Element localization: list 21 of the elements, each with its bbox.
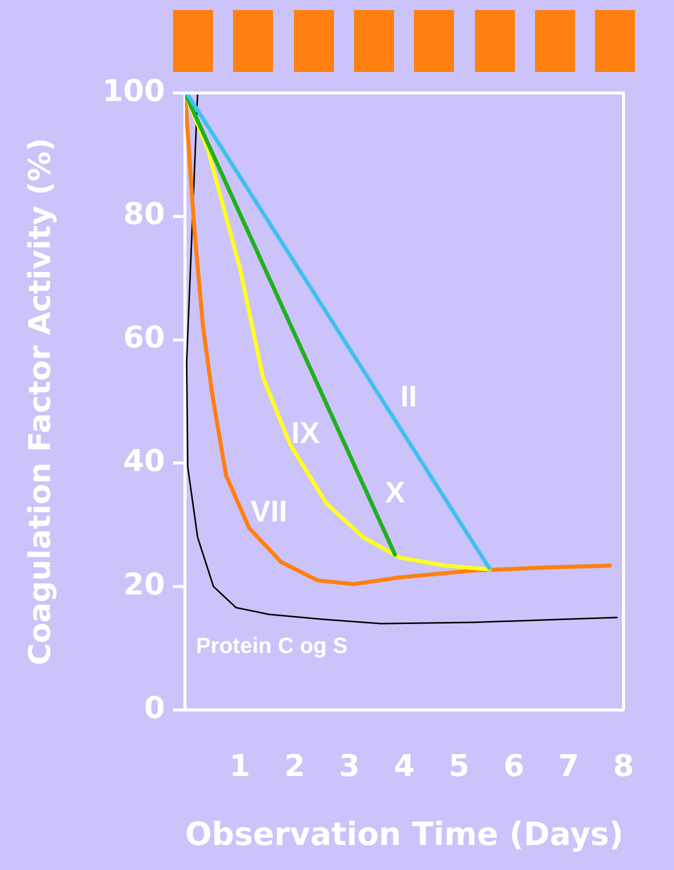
y-tick-label: 60 bbox=[123, 320, 165, 356]
y-tick-label: 0 bbox=[144, 690, 165, 726]
series-label: II bbox=[400, 380, 418, 414]
series-label: VII bbox=[250, 495, 288, 528]
series-label: X bbox=[384, 476, 405, 510]
y-tick-label: 40 bbox=[123, 444, 165, 479]
y-tick-label: 100 bbox=[102, 74, 165, 109]
x-tick-label: 3 bbox=[339, 748, 360, 784]
series-label: Protein C og S bbox=[196, 633, 348, 658]
y-axis-title: Coagulation Factor Activity (%) bbox=[22, 138, 58, 666]
x-tick-label: 7 bbox=[558, 748, 580, 784]
x-axis-title: Observation Time (Days) bbox=[185, 816, 624, 854]
x-tick-label: 5 bbox=[448, 748, 470, 784]
series-label: IX bbox=[291, 417, 320, 450]
x-tick-label: 8 bbox=[613, 748, 634, 784]
x-tick-label: 4 bbox=[394, 748, 415, 784]
x-tick-label: 6 bbox=[503, 748, 524, 784]
x-tick-label: 2 bbox=[284, 748, 306, 784]
y-tick-label: 20 bbox=[123, 567, 165, 602]
x-tick-label: 1 bbox=[229, 748, 250, 784]
y-tick-label: 80 bbox=[123, 197, 165, 232]
